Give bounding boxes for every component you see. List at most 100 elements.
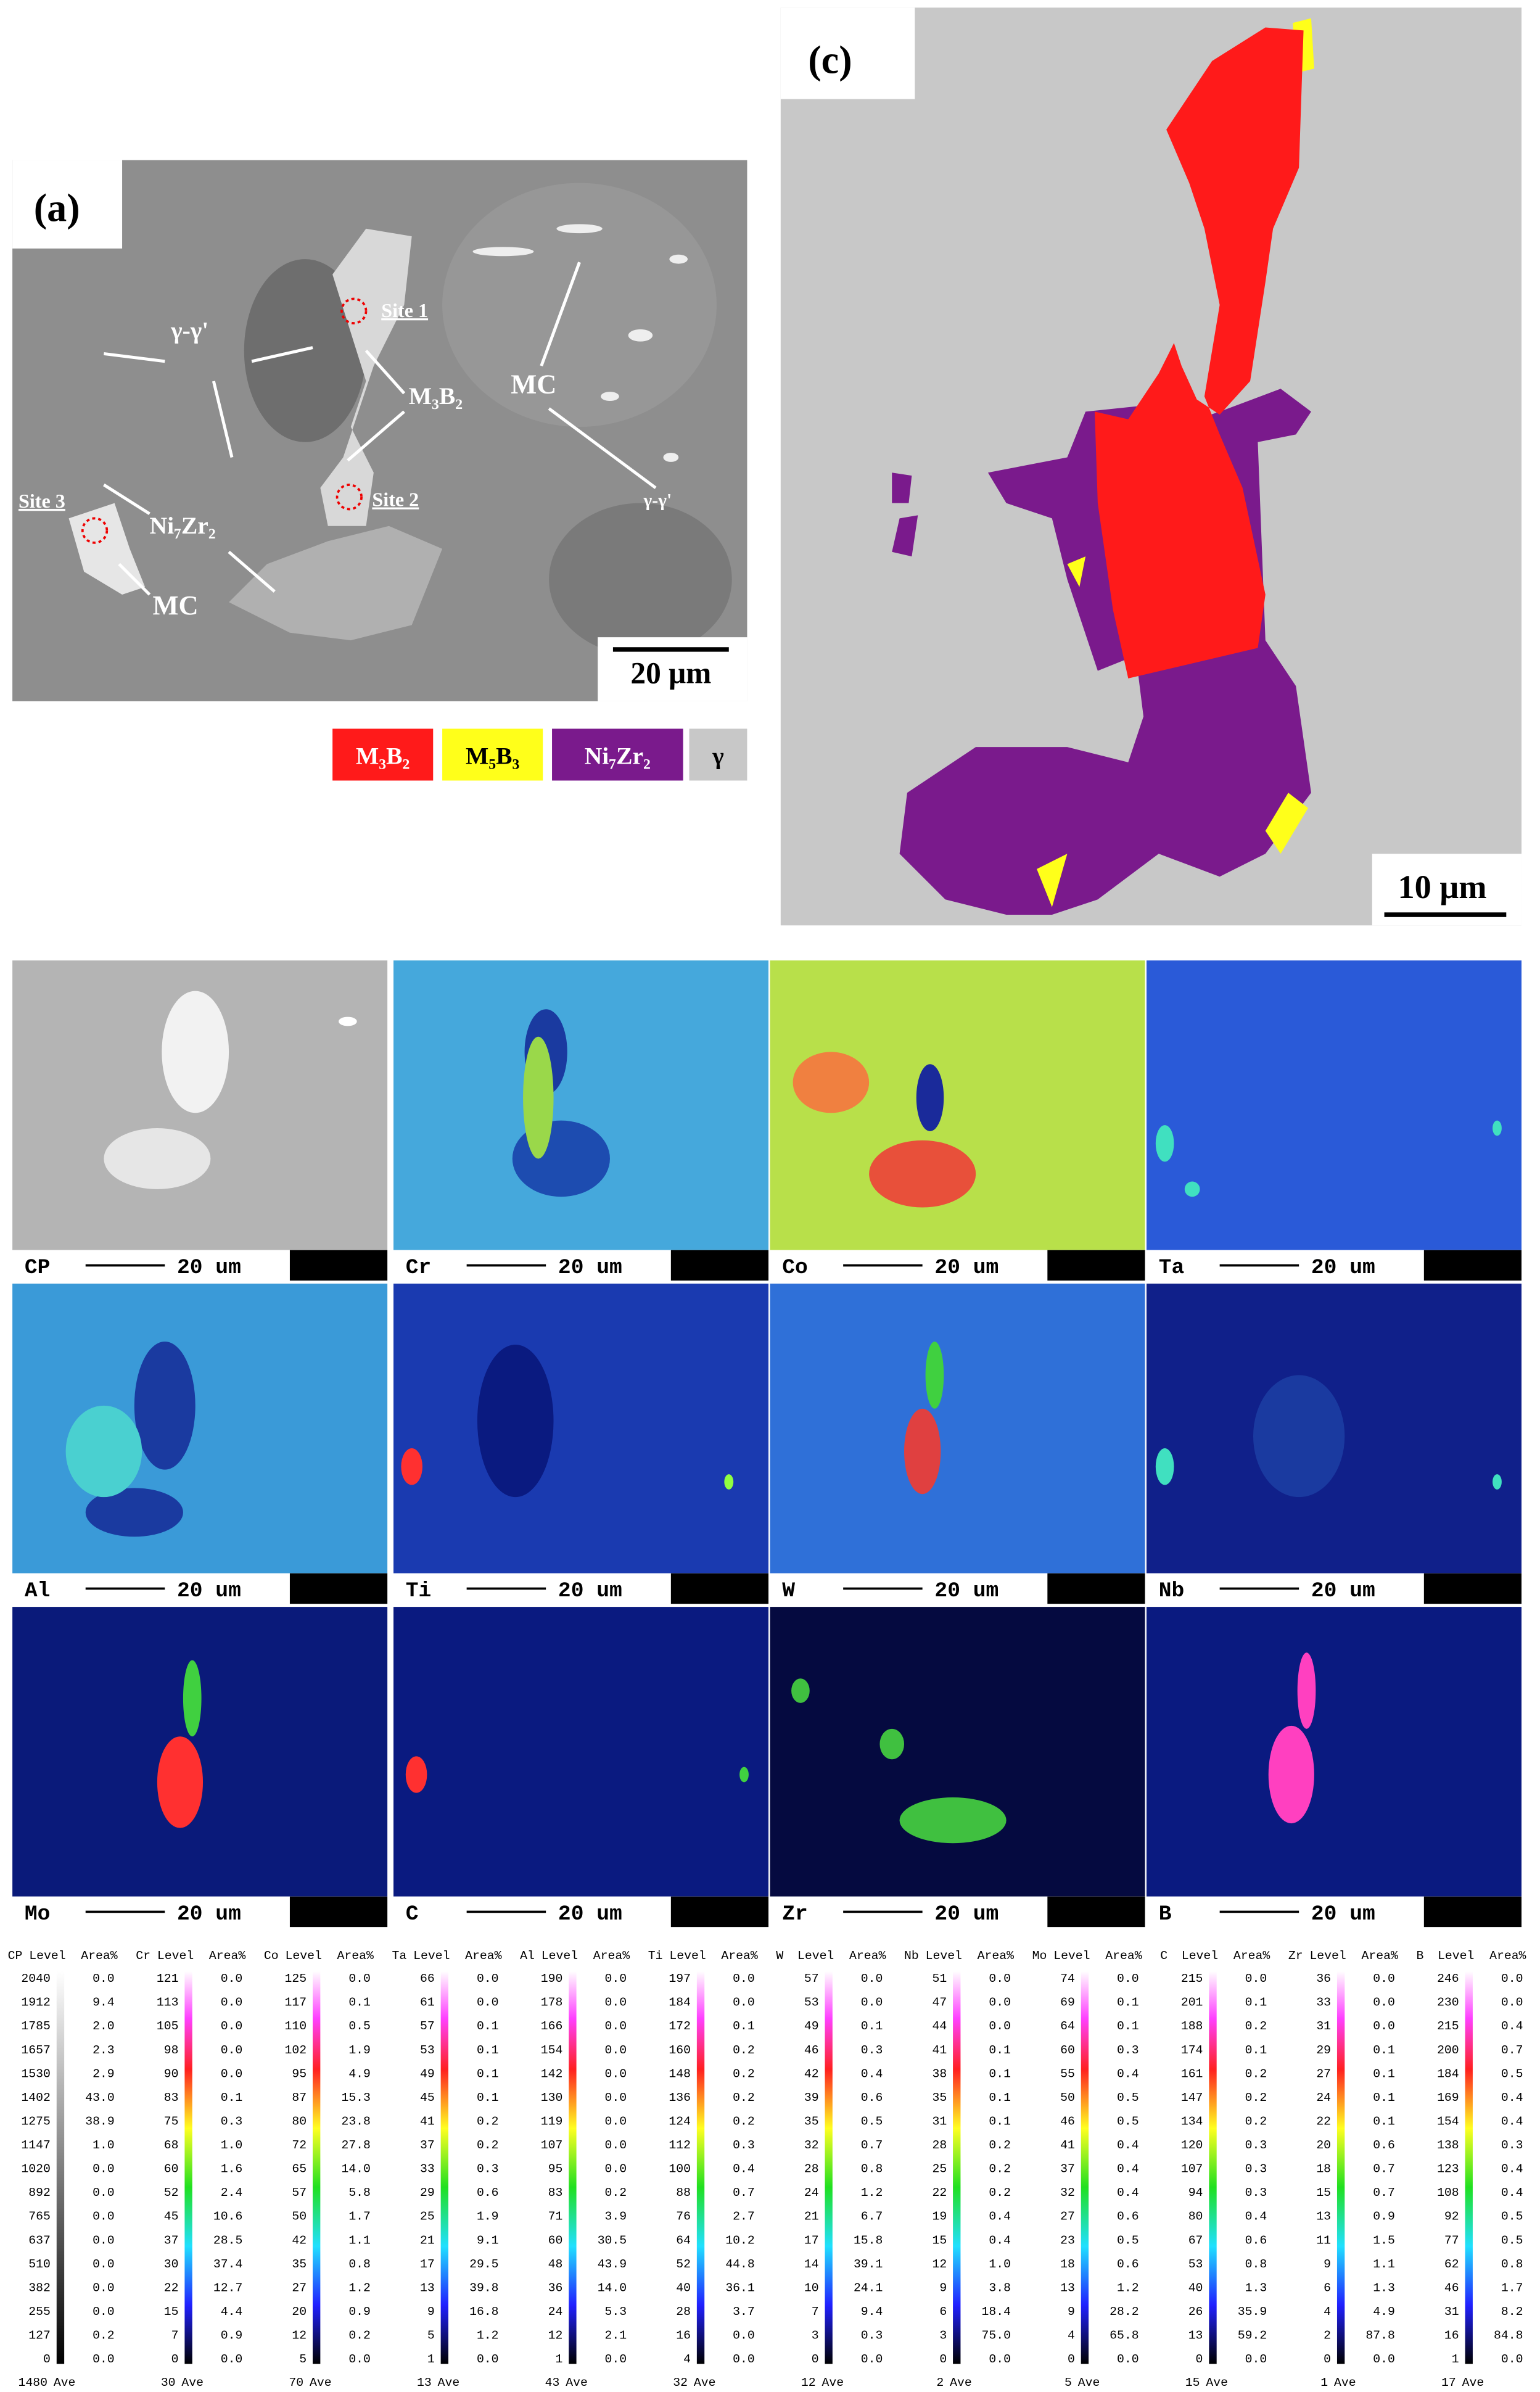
colorbar-level: 215	[1181, 1972, 1203, 1986]
colorbar-area: 1.5	[1373, 2233, 1395, 2247]
legend-swatch	[689, 728, 747, 781]
colorbar-level: 80	[1188, 2210, 1203, 2224]
colorbar-area-header: Area%	[849, 1949, 886, 1963]
colorbar-area: 0.0	[221, 1972, 243, 1986]
element-map	[12, 1607, 388, 1897]
colorbar-level: 9	[939, 2281, 947, 2295]
colorbar-area: 15.8	[854, 2233, 883, 2247]
colorbar-level: 197	[669, 1972, 691, 1986]
colorbar-area: 1.2	[477, 2328, 499, 2342]
map-feature	[739, 1767, 749, 1783]
colorbar-level: 154	[541, 2044, 563, 2057]
colorbar-level: 60	[548, 2233, 563, 2247]
colorbar-level: 9	[427, 2305, 435, 2319]
colorbar-level-header: Level	[1438, 1949, 1474, 1963]
colorbar-level: 13	[420, 2281, 435, 2295]
colorbar-area: 0.4	[1501, 2091, 1523, 2105]
colorbar-level: 184	[669, 1996, 691, 2010]
colorbar-level: 3	[939, 2328, 947, 2342]
colorbar-area: 1.2	[1117, 2281, 1139, 2295]
colorbar-area: 75.0	[982, 2328, 1011, 2342]
colorbar-area: 0.0	[93, 2353, 115, 2366]
colorbar-area: 0.2	[477, 2138, 499, 2152]
map-element-label: Co	[782, 1256, 808, 1280]
map-element-label: C	[406, 1902, 419, 1926]
colorbar-level: 69	[1060, 1996, 1075, 2010]
colorbar-area: 0.1	[989, 2044, 1011, 2057]
carbide	[669, 254, 688, 264]
map-footer-block	[1047, 1896, 1145, 1928]
colorbar-area: 10.2	[725, 2233, 754, 2247]
map-element-label: CP	[25, 1256, 51, 1280]
colorbar-level: 110	[285, 2019, 307, 2033]
colorbar-area: 0.4	[1117, 2163, 1139, 2176]
colorbar-area: 0.3	[1245, 2186, 1267, 2200]
colorbar-area: 0.0	[605, 2138, 627, 2152]
colorbar-level: 37	[420, 2138, 435, 2152]
annotation: Site 2	[372, 489, 419, 511]
colorbar-element: Cr	[136, 1949, 150, 1963]
colorbar-area: 0.0	[1245, 2353, 1267, 2366]
colorbar-level: 51	[932, 1972, 947, 1986]
colorbar-area-header: Area%	[81, 1949, 117, 1963]
annotation: γ-γ'	[170, 317, 208, 344]
colorbar-ave: 17	[1441, 2376, 1456, 2390]
map-feature	[1297, 1652, 1316, 1729]
colorbar-area: 0.5	[1117, 2091, 1139, 2105]
map-scale-label: 20 um	[558, 1579, 622, 1603]
colorbar-level-header: Level	[1053, 1949, 1090, 1963]
colorbar-ave-label: Ave	[1462, 2376, 1484, 2390]
colorbar-area: 44.8	[725, 2258, 754, 2271]
colorbar-strip	[313, 1971, 321, 2364]
colorbar-level: 16	[676, 2328, 691, 2342]
colorbar-level: 113	[157, 1996, 179, 2010]
carbide	[556, 224, 603, 234]
colorbar-area: 0.4	[1501, 2163, 1523, 2176]
colorbar-level: 6	[939, 2305, 947, 2319]
colorbar-area: 0.8	[348, 2258, 371, 2271]
colorbar-level: 31	[932, 2114, 947, 2128]
colorbar-level: 7	[171, 2328, 179, 2342]
arrow	[104, 352, 165, 363]
colorbar-level: 15	[932, 2233, 947, 2247]
colorbar-strip	[1081, 1971, 1089, 2364]
colorbar-area: 0.2	[477, 2114, 499, 2128]
colorbar-level: 42	[292, 2233, 307, 2247]
arrow	[251, 346, 313, 363]
colorbar-area: 0.0	[1373, 1972, 1395, 1986]
colorbar-area: 0.5	[348, 2019, 371, 2033]
colorbar-area: 0.1	[861, 2019, 883, 2033]
colorbar-area: 0.2	[1245, 2114, 1267, 2128]
colorbar-area: 23.8	[341, 2114, 370, 2128]
map-feature	[477, 1344, 554, 1498]
colorbar-level: 18	[1060, 2258, 1075, 2271]
colorbar-level: 188	[1181, 2019, 1203, 2033]
colorbar-area: 9.4	[93, 1996, 115, 2010]
colorbar-area: 0.0	[989, 1972, 1011, 1986]
colorbar-level: 46	[1444, 2281, 1459, 2295]
colorbar-area: 0.0	[221, 2353, 243, 2366]
colorbar-element: Ta	[392, 1949, 407, 1963]
colorbar-level-header: Level	[157, 1949, 194, 1963]
colorbar-level: 15	[164, 2305, 179, 2319]
colorbar-area: 35.9	[1238, 2305, 1267, 2319]
colorbar-level: 190	[541, 1972, 563, 1986]
colorbar-ave-label: Ave	[694, 2376, 716, 2390]
colorbar-level: 30	[164, 2258, 179, 2271]
colorbar-level: 95	[292, 2067, 307, 2081]
colorbar-area: 0.1	[989, 2091, 1011, 2105]
colorbar-area-header: Area%	[593, 1949, 630, 1963]
map-scale-label: 20 um	[177, 1902, 241, 1926]
colorbar-level: 27	[1316, 2067, 1331, 2081]
colorbar-level: 24	[804, 2186, 819, 2200]
colorbar-level: 637	[28, 2233, 51, 2247]
map-footer-block	[670, 1896, 769, 1928]
map-scale-label: 20 um	[177, 1579, 241, 1603]
colorbar-area: 0.0	[989, 2353, 1011, 2366]
map-feature	[405, 1756, 427, 1793]
colorbar-level: 124	[669, 2114, 691, 2128]
colorbar-level: 10	[804, 2281, 819, 2295]
element-map	[770, 1607, 1145, 1897]
colorbar-level: 172	[669, 2019, 691, 2033]
element-map	[1146, 1607, 1522, 1897]
